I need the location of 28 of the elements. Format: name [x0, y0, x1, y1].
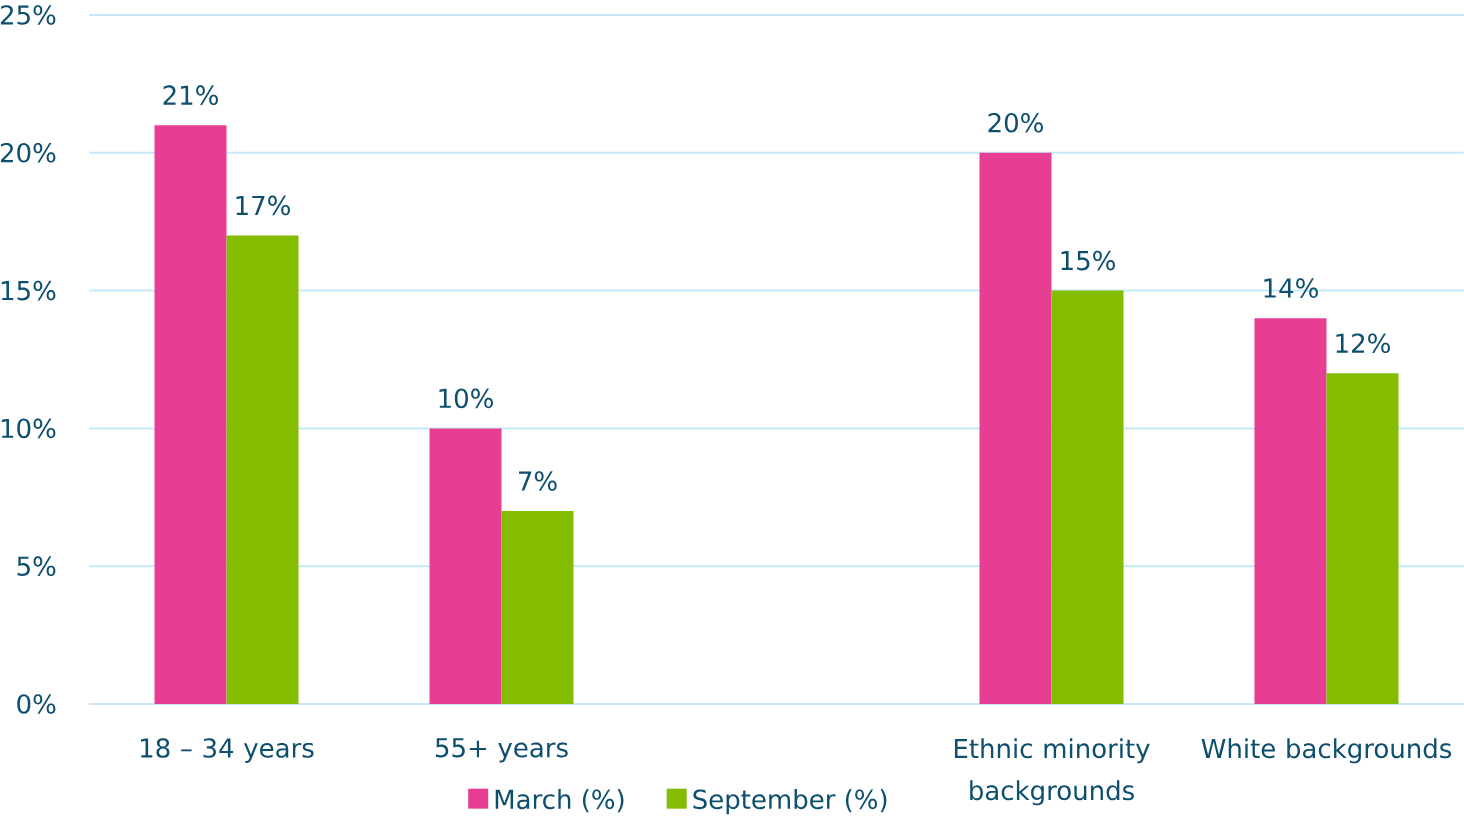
data-label: 20%	[988, 112, 1043, 133]
bar	[979, 152, 1052, 704]
bar	[154, 125, 227, 704]
y-tick-label: 0%	[17, 694, 56, 714]
data-label: 21%	[163, 85, 218, 106]
x-tick-label: Ethnic minority backgrounds	[954, 738, 1150, 806]
legend-label: March (%)	[495, 789, 624, 813]
bar	[1326, 373, 1399, 704]
x-tick-label: 55+ years	[435, 738, 568, 763]
data-label: 17%	[236, 195, 290, 216]
data-label: 12%	[1336, 333, 1390, 354]
data-label: 15%	[1061, 250, 1115, 271]
bar	[501, 511, 574, 704]
legend-label: September (%)	[693, 789, 887, 815]
y-tick-label: 10%	[1, 418, 56, 439]
y-tick-label: 20%	[0, 142, 56, 163]
bar	[226, 235, 299, 704]
data-label: 7%	[519, 471, 557, 491]
data-label: 14%	[1264, 278, 1318, 298]
x-tick-label: 18 – 34 years	[141, 738, 314, 763]
bar	[1051, 290, 1124, 704]
x-tick-label: White backgrounds	[1201, 738, 1452, 764]
bar	[1254, 318, 1327, 704]
bar	[429, 428, 502, 704]
y-tick-label: 15%	[1, 280, 56, 301]
y-tick-label: 5%	[17, 556, 56, 577]
y-tick-label: 25%	[0, 5, 56, 25]
data-label: 10%	[439, 388, 493, 409]
